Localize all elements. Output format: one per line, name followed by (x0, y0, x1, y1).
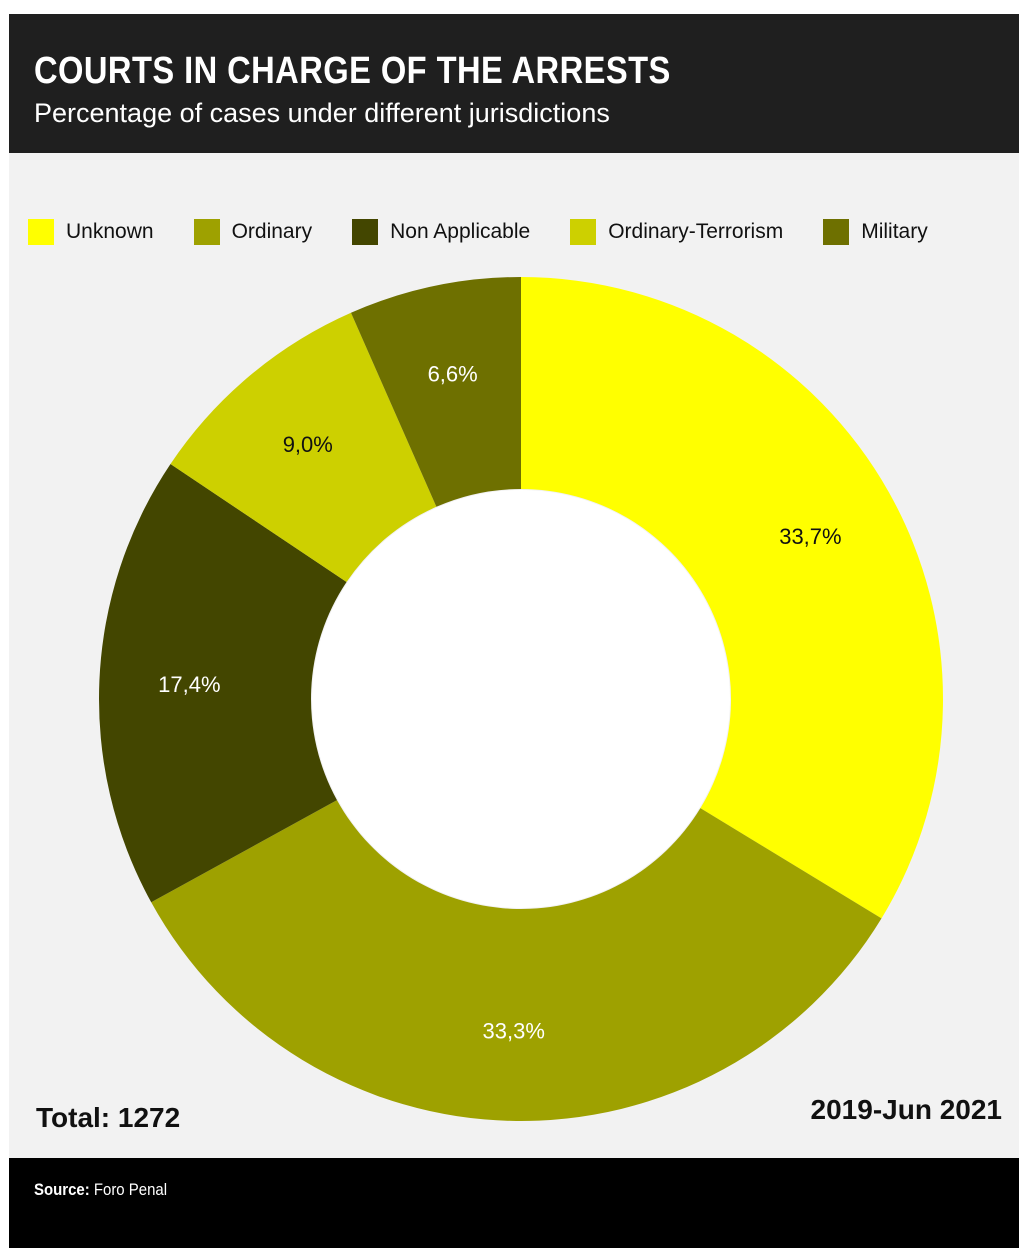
total-count: Total: 1272 (36, 1102, 181, 1133)
source-key: Source: (34, 1180, 90, 1199)
legend-item-ordinary-terrorism: Ordinary-Terrorism (570, 219, 783, 245)
legend-label: Unknown (66, 220, 154, 243)
slice-label-military: 6,6% (428, 362, 478, 387)
legend-label: Ordinary (231, 220, 313, 243)
legend-swatch (570, 219, 597, 245)
legend-swatch (193, 219, 220, 245)
slice-ordinary-terrorism (170, 312, 437, 583)
legend-label: Military (861, 220, 928, 243)
legend-item-military: Military (823, 219, 928, 245)
legend-swatch (28, 219, 54, 245)
slice-non-applicable (99, 463, 347, 903)
legend-label: Non Applicable (390, 220, 531, 243)
slice-ordinary (151, 800, 882, 1121)
chart-title: COURTS IN CHARGE OF THE ARRESTS (34, 50, 671, 92)
legend-swatch (823, 219, 850, 245)
donut-hole (312, 490, 730, 908)
header-banner: COURTS IN CHARGE OF THE ARRESTS Percenta… (9, 14, 1019, 153)
legend-item-ordinary: Ordinary (193, 219, 313, 245)
slice-label-non-applicable: 17,4% (158, 672, 220, 697)
slice-unknown (521, 277, 944, 919)
legend-item-unknown: Unknown (28, 219, 154, 245)
slice-label-ordinary: 33,3% (483, 1018, 545, 1043)
legend-swatch (352, 219, 379, 245)
legend: Unknown Ordinary Non Applicable Ordinary… (28, 218, 928, 246)
legend-item-non-applicable: Non Applicable (352, 219, 530, 245)
slice-label-unknown: 33,7% (779, 524, 841, 549)
slice-label-ordinary-terrorism: 9,0% (283, 432, 333, 457)
slice-military (350, 277, 521, 507)
date-range: 2019-Jun 2021 (810, 1094, 1002, 1125)
chart-subtitle: Percentage of cases under different juri… (34, 98, 610, 128)
source-footer: Source: Foro Penal (9, 1158, 1019, 1248)
source-value: Foro Penal (93, 1180, 168, 1199)
source-line: Source: Foro Penal (34, 1180, 167, 1200)
legend-label: Ordinary-Terrorism (608, 220, 784, 243)
